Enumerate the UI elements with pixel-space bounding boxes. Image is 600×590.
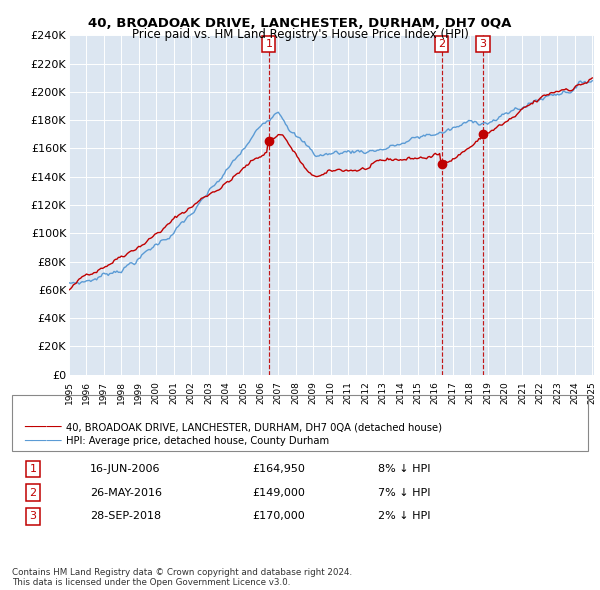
Text: 2% ↓ HPI: 2% ↓ HPI bbox=[378, 512, 431, 521]
Text: 3: 3 bbox=[479, 39, 487, 49]
Text: Price paid vs. HM Land Registry's House Price Index (HPI): Price paid vs. HM Land Registry's House … bbox=[131, 28, 469, 41]
Text: 40, BROADOAK DRIVE, LANCHESTER, DURHAM, DH7 0QA: 40, BROADOAK DRIVE, LANCHESTER, DURHAM, … bbox=[88, 17, 512, 30]
Text: 28-SEP-2018: 28-SEP-2018 bbox=[90, 512, 161, 521]
Text: HPI: Average price, detached house, County Durham: HPI: Average price, detached house, Coun… bbox=[66, 437, 329, 446]
Text: 2: 2 bbox=[438, 39, 445, 49]
Text: 8% ↓ HPI: 8% ↓ HPI bbox=[378, 464, 431, 474]
Text: £149,000: £149,000 bbox=[252, 488, 305, 497]
Text: 16-JUN-2006: 16-JUN-2006 bbox=[90, 464, 161, 474]
Text: £170,000: £170,000 bbox=[252, 512, 305, 521]
Text: ─────: ───── bbox=[24, 421, 62, 434]
Text: 26-MAY-2016: 26-MAY-2016 bbox=[90, 488, 162, 497]
Text: Contains HM Land Registry data © Crown copyright and database right 2024.
This d: Contains HM Land Registry data © Crown c… bbox=[12, 568, 352, 587]
Text: 2: 2 bbox=[29, 488, 37, 497]
Text: 40, BROADOAK DRIVE, LANCHESTER, DURHAM, DH7 0QA (detached house): 40, BROADOAK DRIVE, LANCHESTER, DURHAM, … bbox=[66, 423, 442, 432]
Text: 3: 3 bbox=[29, 512, 37, 521]
Text: 7% ↓ HPI: 7% ↓ HPI bbox=[378, 488, 431, 497]
Text: 1: 1 bbox=[265, 39, 272, 49]
Text: £164,950: £164,950 bbox=[252, 464, 305, 474]
Text: ─────: ───── bbox=[24, 435, 62, 448]
Text: 1: 1 bbox=[29, 464, 37, 474]
